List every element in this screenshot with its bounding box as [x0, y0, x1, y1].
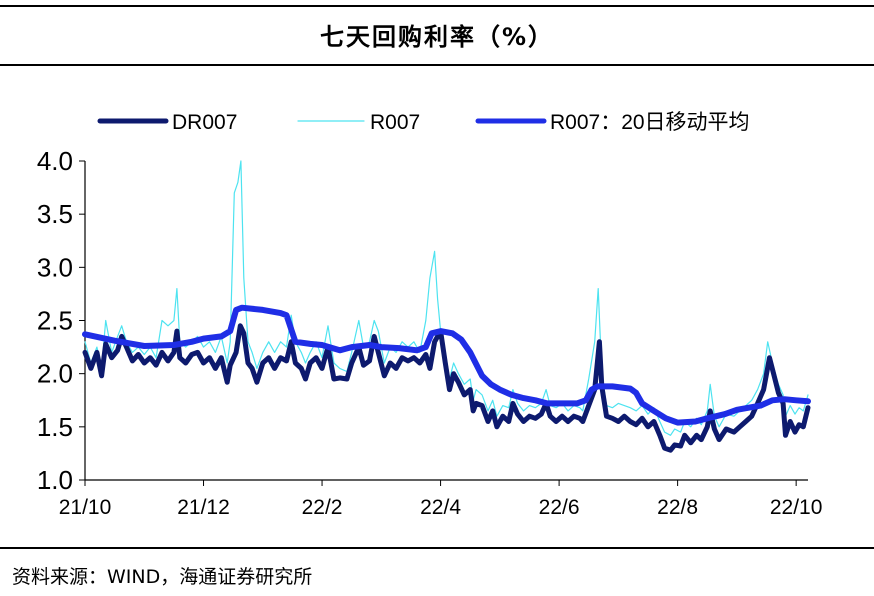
- x-tick-label: 22/8: [657, 496, 698, 519]
- x-tick-label: 21/12: [177, 496, 230, 519]
- series-line-2: [82, 304, 811, 426]
- legend-label-2: R007：20日移动平均: [550, 111, 750, 134]
- series-line-0: [82, 323, 811, 453]
- x-tick-label: 21/10: [59, 496, 112, 519]
- series-line-1: [84, 160, 809, 436]
- y-tick-label: 4.0: [37, 146, 73, 176]
- x-tick-label: 22/2: [302, 496, 343, 519]
- y-tick-label: 1.5: [37, 412, 73, 442]
- bottom-rule: [0, 547, 874, 549]
- legend-label-0: DR007: [172, 111, 237, 134]
- y-tick-label: 1.0: [37, 465, 73, 495]
- y-tick-label: 2.5: [37, 306, 73, 336]
- x-tick-label: 22/6: [539, 496, 580, 519]
- title-divider: [0, 64, 874, 66]
- y-tick-label: 3.0: [37, 252, 73, 282]
- source-note: 资料来源：WIND，海通证券研究所: [12, 566, 313, 588]
- x-tick-label: 22/4: [420, 496, 461, 519]
- y-tick-label: 2.0: [37, 359, 73, 389]
- legend-label-1: R007: [370, 111, 420, 134]
- top-rule: [0, 5, 874, 7]
- x-tick-label: 22/10: [770, 496, 823, 519]
- y-tick-label: 3.5: [37, 199, 73, 229]
- chart-title: 七天回购利率（%）: [319, 23, 555, 51]
